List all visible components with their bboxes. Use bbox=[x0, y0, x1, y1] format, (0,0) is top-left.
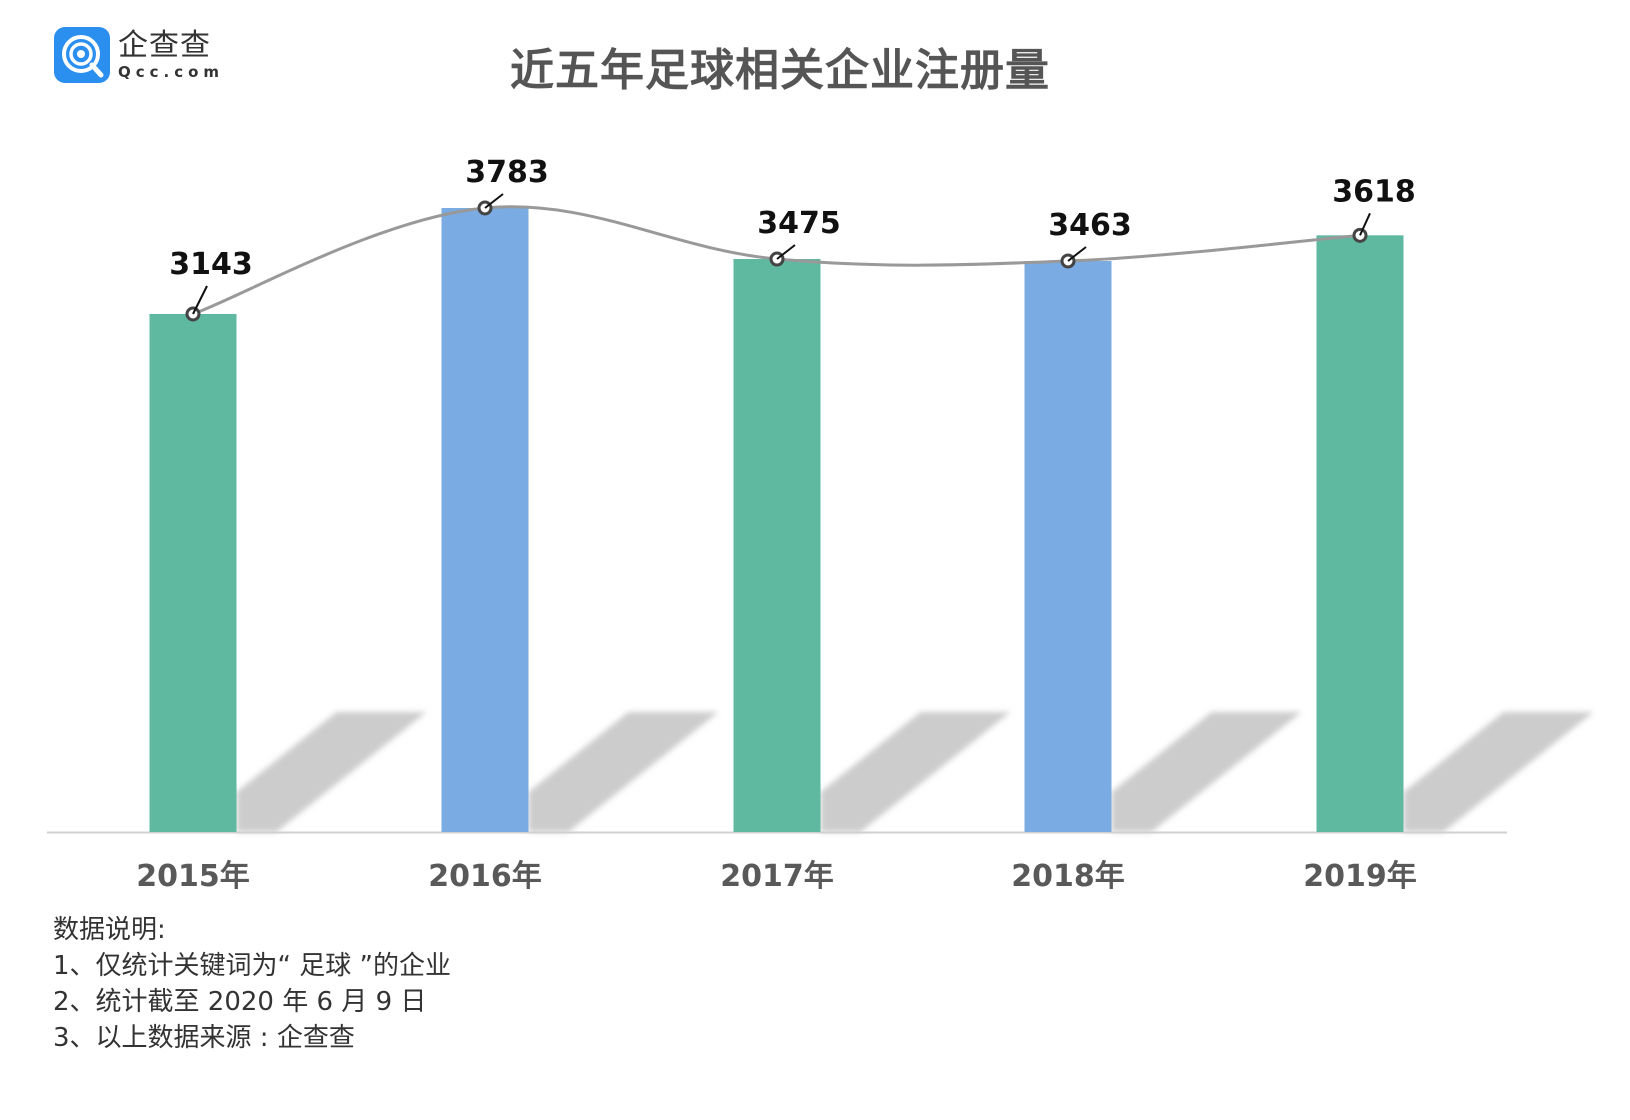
x-axis-label: 2017年 bbox=[720, 859, 834, 894]
data-label: 3783 bbox=[465, 155, 549, 190]
x-axis-label: 2018年 bbox=[1011, 859, 1125, 894]
bar-shadows bbox=[236, 712, 1594, 832]
x-axis-label: 2015年 bbox=[136, 859, 250, 894]
notes-item-3: 3、以上数据来源 : 企查查 bbox=[53, 1023, 355, 1053]
qcc-logo: 企查查 Qcc.com bbox=[54, 27, 224, 83]
data-label: 3475 bbox=[757, 206, 841, 241]
bars bbox=[149, 208, 1404, 832]
bar-2018年 bbox=[1024, 261, 1112, 832]
x-axis-label: 2016年 bbox=[428, 859, 542, 894]
bar-shadow bbox=[236, 712, 427, 832]
data-label: 3618 bbox=[1332, 174, 1416, 209]
logo-en-text: Qcc.com bbox=[118, 63, 225, 81]
data-notes: 数据说明: 1、仅统计关键词为“ 足球 ”的企业 2、统计截至 2020 年 6… bbox=[53, 912, 451, 1056]
qcc-logo-icon bbox=[54, 27, 110, 83]
bar-2019年 bbox=[1316, 235, 1404, 832]
bar-2015年 bbox=[149, 314, 237, 832]
data-labels: 3143 3783 3475 3463 3618 bbox=[169, 155, 1416, 315]
label-leader-line bbox=[1359, 212, 1371, 236]
bar-shadow bbox=[528, 712, 719, 832]
bar-2017年 bbox=[733, 259, 821, 832]
label-leader-line bbox=[484, 193, 504, 209]
logo-cn-text: 企查查 bbox=[118, 28, 211, 63]
bar-shadow bbox=[1111, 712, 1302, 832]
label-leader-line bbox=[1067, 246, 1087, 262]
bar-shadow bbox=[820, 712, 1011, 832]
data-label: 3143 bbox=[169, 247, 253, 282]
x-axis-labels: 2015年 2016年 2017年 2018年 2019年 bbox=[136, 859, 1417, 894]
notes-item-2: 2、统计截至 2020 年 6 月 9 日 bbox=[53, 987, 427, 1017]
notes-item-1: 1、仅统计关键词为“ 足球 ”的企业 bbox=[53, 951, 452, 981]
bar-2016年 bbox=[441, 208, 529, 832]
bar-shadow bbox=[1403, 712, 1594, 832]
chart-title: 近五年足球相关企业注册量 bbox=[510, 45, 1050, 96]
label-leader-line bbox=[192, 285, 208, 315]
label-leader-line bbox=[776, 244, 796, 260]
data-label: 3463 bbox=[1048, 208, 1132, 243]
notes-heading: 数据说明: bbox=[53, 915, 166, 945]
x-axis-label: 2019年 bbox=[1303, 859, 1417, 894]
